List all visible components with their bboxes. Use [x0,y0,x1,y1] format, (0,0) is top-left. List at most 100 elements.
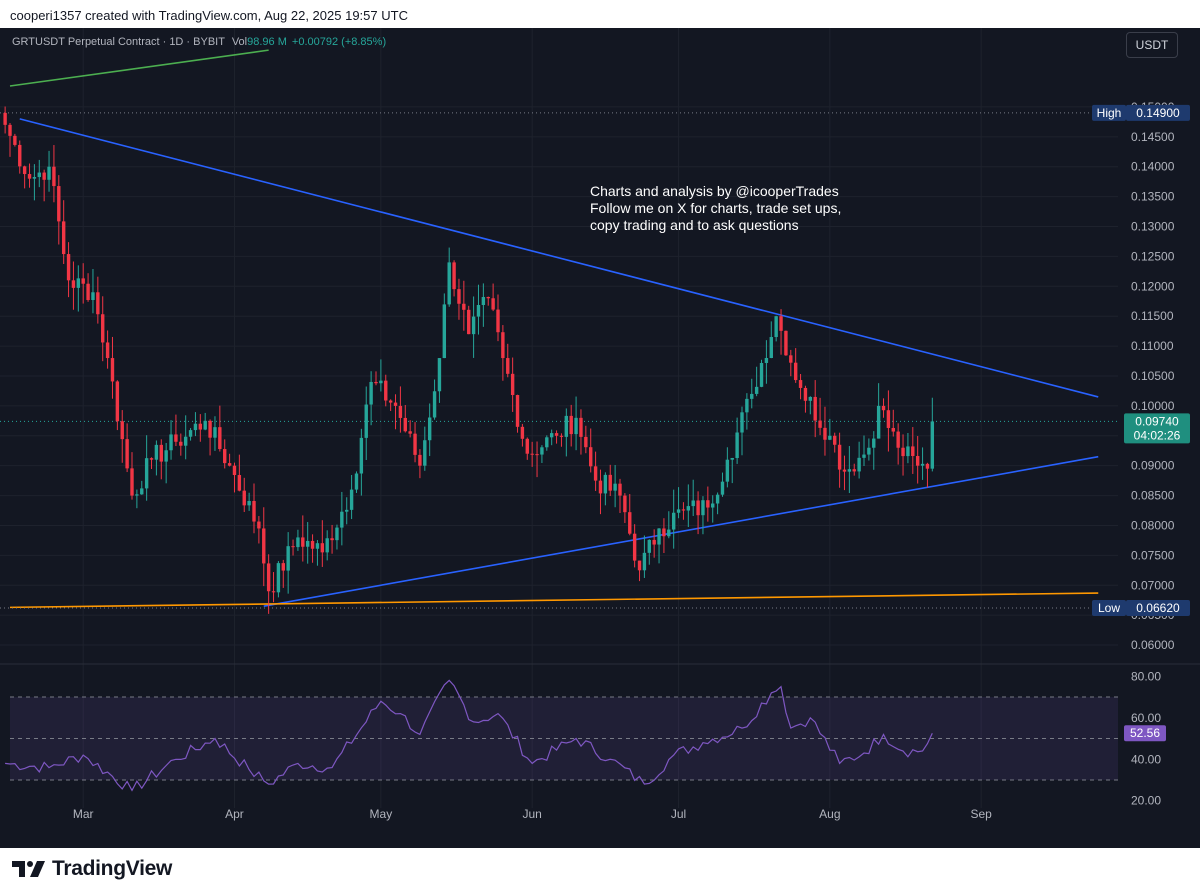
candle-body [901,447,905,457]
candle-body [769,337,773,359]
y-tick-label: 0.12000 [1131,279,1175,293]
currency-button[interactable]: USDT [1126,32,1178,58]
candle-body [18,144,22,167]
candle-body [442,304,447,359]
attribution-bar: cooperi1357 created with TradingView.com… [0,0,1200,28]
candle-body [476,304,481,317]
candle-body [8,124,12,136]
chart-area[interactable]: 0.060000.065000.070000.075000.080000.085… [0,28,1200,848]
candle-body [828,435,832,440]
candle-body [559,435,564,437]
y-tick-label: 0.08500 [1131,489,1175,503]
candle-body [120,421,124,440]
candle-body [310,540,315,549]
candle-body [418,454,422,466]
candle-body [291,546,295,548]
candle-body [589,447,593,467]
candle-body [837,444,842,470]
annotation-line-3: copy trading and to ask questions [590,217,799,233]
y-tick-label: 0.07000 [1131,578,1175,592]
candle-body [325,538,329,553]
candle-body [320,543,325,553]
y-tick-label: 0.08000 [1131,518,1175,532]
candle-body [764,358,769,363]
x-tick-label: May [370,807,393,821]
candle-body [911,446,915,457]
candle-body [891,427,895,432]
high-value-bg [1126,104,1190,121]
candle-body [22,166,27,175]
tradingview-logo-text: TradingView [52,857,173,880]
ascending-support [263,455,1099,607]
candle-body [706,500,710,508]
price-axis: 0.060000.065000.070000.075000.080000.085… [1131,100,1175,808]
candle-body [252,501,256,522]
candle-body [262,528,266,564]
candle-body [549,433,554,438]
candle-body [520,426,525,439]
y-tick-label: 0.11000 [1131,339,1174,353]
candle-body [754,386,759,394]
candle-body [437,358,442,392]
candle-body [27,174,32,179]
low-label-bg [1092,599,1126,616]
x-tick-label: Jul [671,807,686,821]
green-trendline [9,49,269,87]
candle-body [81,278,85,284]
candle-body [227,463,232,466]
candle-body [530,453,534,455]
candle-body [867,447,871,455]
candle-body [66,254,71,281]
candle-body [701,500,705,516]
rsi-tick-label: 80.00 [1131,669,1161,683]
candle-body [637,560,642,571]
footer-bar: TradingView [0,848,1200,886]
candle-body [457,289,461,304]
candle-body [374,381,378,384]
candle-body [379,380,383,384]
candle-body [613,483,617,491]
candle-body [393,402,398,406]
candle-body [403,417,407,432]
countdown-label: 04:02:26 [1134,428,1181,442]
candle-body [759,362,764,387]
candle-body [857,457,861,472]
candle-body [691,500,695,507]
candle-body [232,465,237,476]
candle-body [13,135,17,145]
candle-body [335,527,339,541]
candle-body [315,543,320,549]
chart-canvas[interactable]: 0.060000.065000.070000.075000.080000.085… [0,28,1200,848]
symbol-legend[interactable]: GRTUSDT Perpetual Contract · 1D · BYBIT … [12,36,386,48]
time-axis: Mar Apr May Jun Jul Aug Sep [73,807,992,821]
candle-body [57,186,61,222]
candle-body [915,456,920,466]
candle-body [164,450,168,462]
candle-body [628,512,632,534]
candle-body [198,423,203,430]
candle-body [364,404,368,438]
x-tick-label: Sep [970,807,992,821]
candle-body [144,458,149,489]
candle-body [852,469,856,472]
candle-body [569,415,573,435]
low-value-bg [1126,599,1190,616]
candle-body [354,473,359,490]
candle-body [42,172,46,180]
candle-body [798,380,803,388]
candle-body [467,309,471,335]
candle-body [930,421,935,469]
tradingview-logo[interactable]: TradingView [12,857,172,881]
candle-body [169,434,173,451]
candle-body [833,435,837,445]
candle-body [47,166,51,180]
candle-body [286,546,290,571]
candle-body [642,552,647,571]
candle-body [242,490,246,506]
candle-body [223,449,227,464]
candle-body [920,463,925,466]
candle-body [384,380,388,401]
candle-body [71,280,76,288]
candle-body [574,417,578,435]
